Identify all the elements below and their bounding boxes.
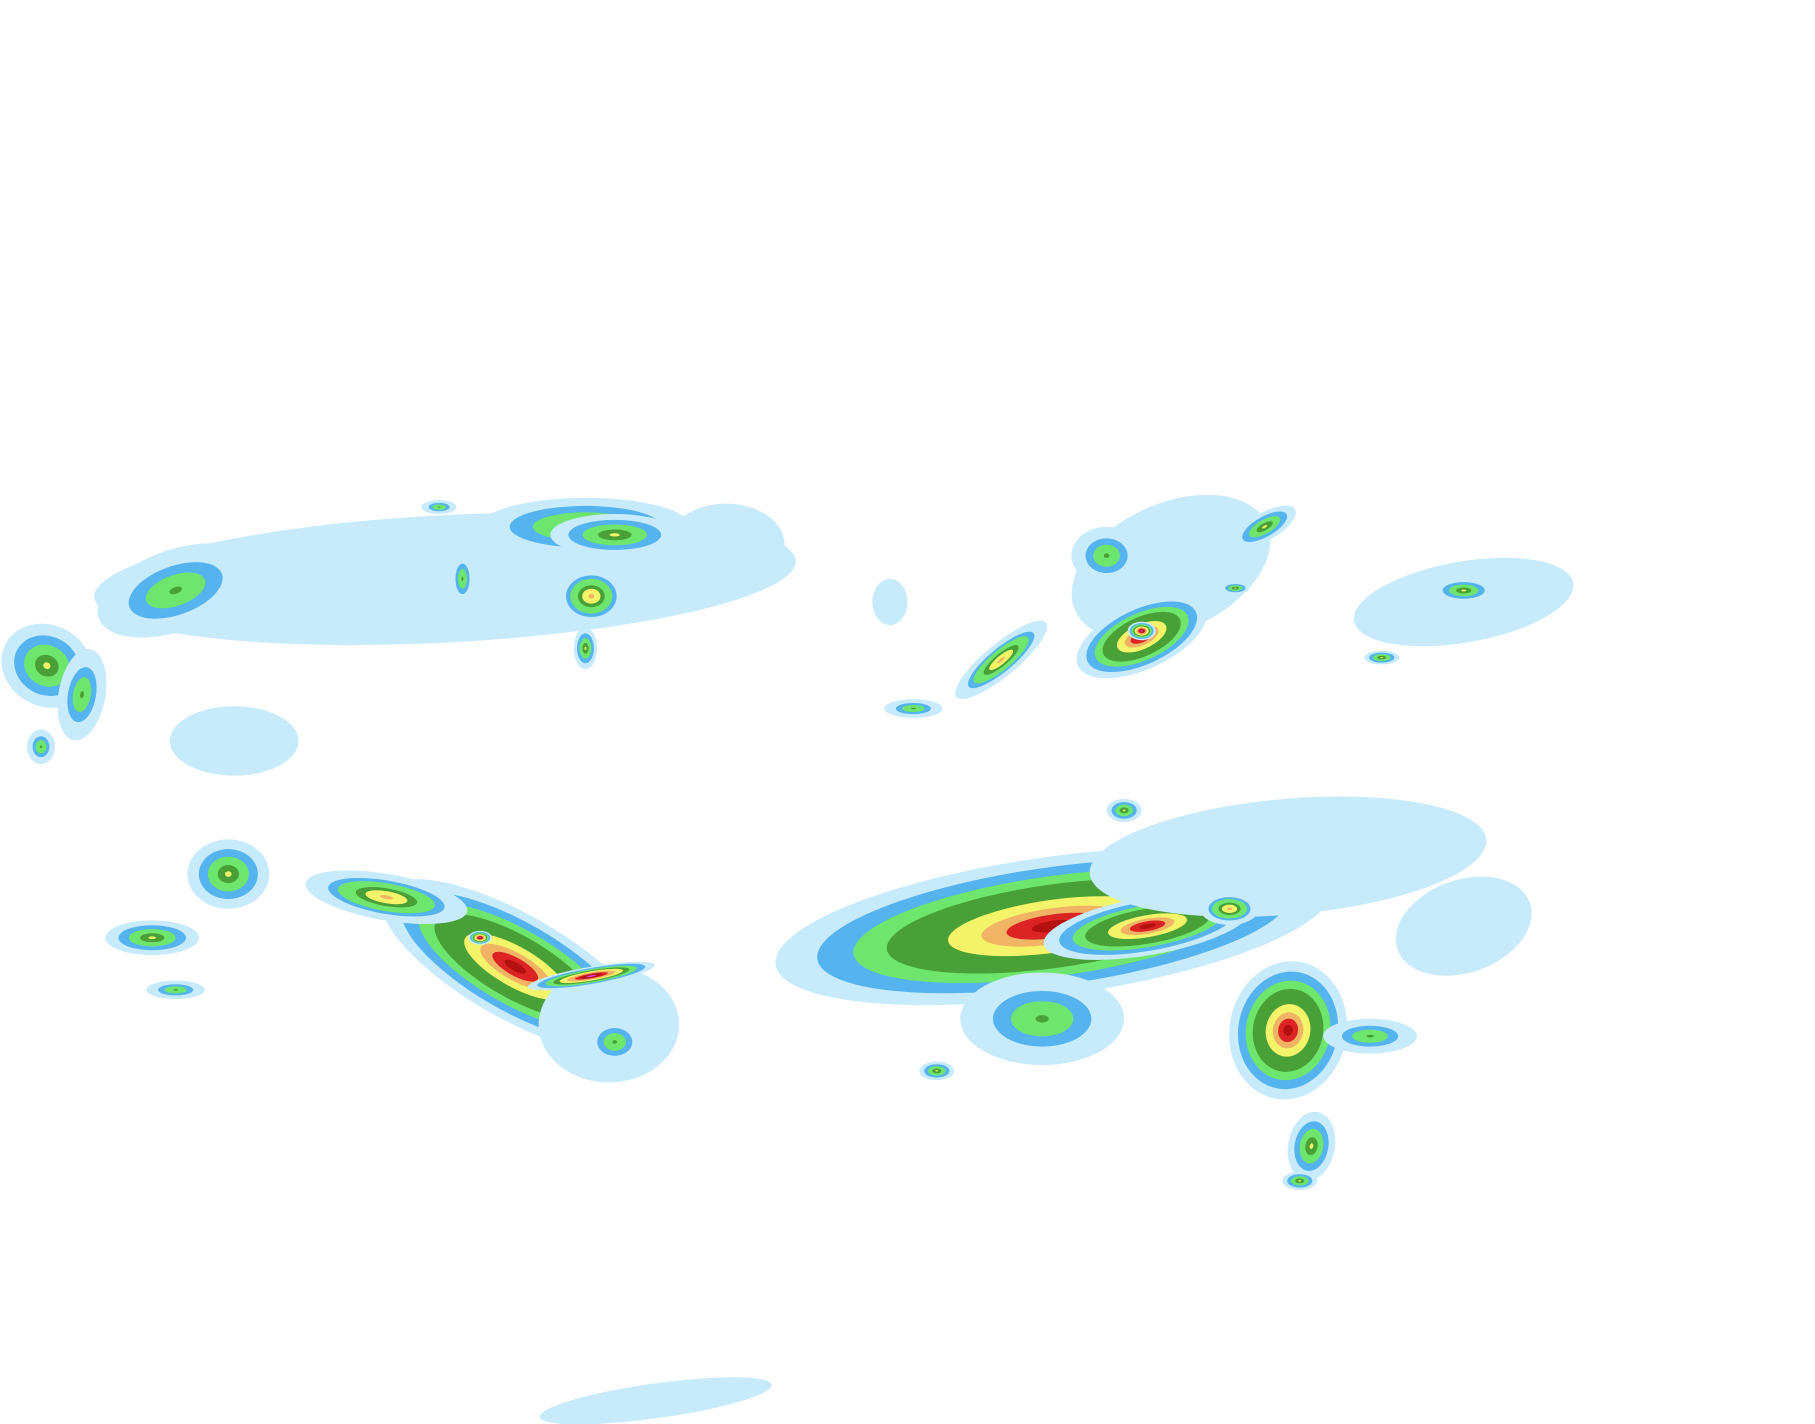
precip-cell-moderate: [173, 989, 178, 991]
precip-cell-very-light: [1089, 796, 1487, 917]
precip-cell-moderate-heavy: [1309, 1143, 1314, 1149]
precip-cell-moderate-heavy: [225, 871, 232, 877]
precip-cell-heavy: [1227, 907, 1232, 911]
precip-cell-extreme: [586, 974, 597, 978]
precip-cell-moderate: [461, 576, 464, 581]
precip-cell-heavy: [588, 593, 595, 599]
precip-cell-moderate: [437, 506, 441, 508]
precip-cell-moderate: [911, 707, 916, 710]
precip-cell-very-light: [169, 706, 299, 776]
precip-cell-extreme: [1140, 630, 1143, 632]
precip-cell-intense: [504, 959, 526, 974]
precip-cell-very-light: [872, 578, 908, 626]
precip-cell-heavy: [379, 895, 393, 900]
precip-cell-moderate-heavy: [1234, 587, 1237, 589]
precip-cell-moderate-heavy: [584, 646, 587, 650]
precip-cell-moderate-heavy: [609, 533, 620, 537]
precip-cell-moderate-heavy: [43, 662, 51, 670]
precip-cell-moderate: [80, 690, 84, 699]
precip-cell-intense: [1283, 1024, 1293, 1036]
precip-cell-intense: [1139, 923, 1156, 929]
precip-cell-heavy: [997, 656, 1005, 664]
precip-cell-moderate: [612, 1040, 618, 1044]
precip-cell-moderate: [169, 586, 182, 595]
precip-cell-moderate: [1035, 1015, 1049, 1023]
precip-cell-moderate-heavy: [935, 1070, 939, 1072]
precip-cell-moderate-heavy: [1380, 657, 1384, 659]
precip-cell-very-light: [667, 503, 785, 585]
precip-cell-moderate-heavy: [1122, 809, 1126, 812]
precip-cell-moderate: [39, 745, 43, 749]
precip-cell-moderate-heavy: [1461, 589, 1467, 592]
precip-cell-moderate-heavy: [1298, 1180, 1302, 1182]
precip-cell-moderate-heavy: [148, 936, 156, 940]
precip-cell-extreme: [479, 937, 482, 939]
precip-cell-moderate-heavy: [1262, 525, 1268, 529]
precip-cell-moderate: [1103, 553, 1110, 559]
precip-cell-moderate: [1366, 1034, 1374, 1038]
precip-cell-very-light: [539, 1377, 772, 1424]
precip-cell-very-light: [1395, 876, 1532, 976]
